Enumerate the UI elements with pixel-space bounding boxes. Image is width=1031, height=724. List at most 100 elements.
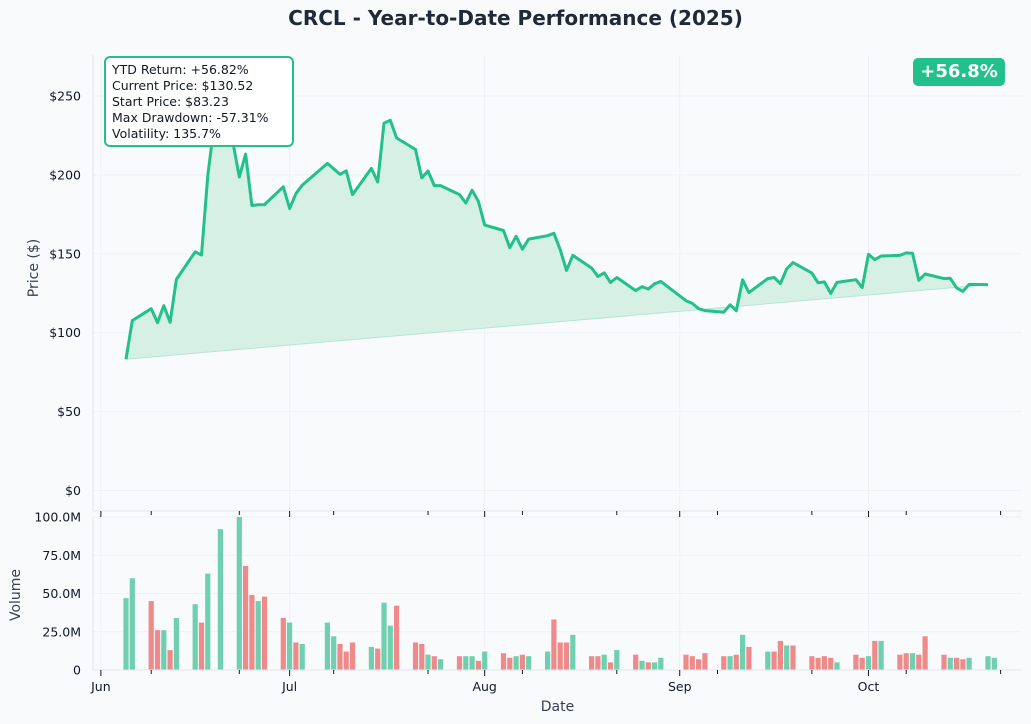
volume-bar <box>765 651 771 670</box>
volume-bar <box>696 659 702 670</box>
volume-bar <box>438 659 444 670</box>
volume-bar <box>337 644 343 670</box>
volume-bar <box>412 642 419 670</box>
volume-bar <box>387 625 393 670</box>
volume-bar <box>991 657 997 670</box>
volume-tick-label: 0 <box>73 663 81 678</box>
volume-bar <box>349 642 356 670</box>
volume-bar <box>897 654 903 670</box>
price-tick-label: $50 <box>57 404 81 419</box>
volume-bar <box>639 660 645 670</box>
price-tick-label: $150 <box>49 246 81 261</box>
price-line <box>124 73 989 360</box>
volume-bar <box>607 662 614 670</box>
volume-bar <box>519 654 525 670</box>
current-price-text: Current Price: $130.52 <box>112 78 254 93</box>
volume-bar <box>482 651 488 670</box>
volume-bar <box>154 630 161 670</box>
volume-bar <box>255 601 261 670</box>
volume-bar <box>790 645 796 670</box>
date-tick-label: Jul <box>281 679 297 694</box>
ytd-return-text: YTD Return: +56.82% <box>112 62 249 77</box>
volume-bar <box>859 657 865 670</box>
max-drawdown-text: Max Drawdown: -57.31% <box>112 110 269 125</box>
volume-bar <box>324 622 330 670</box>
volume-bar <box>551 619 557 670</box>
volume-bar <box>456 656 463 670</box>
volume-bar <box>909 653 916 670</box>
volume-bar <box>941 654 947 670</box>
price-axis-label: Price ($) <box>26 239 42 297</box>
date-tick-label: Jun <box>90 679 111 694</box>
stats-box: YTD Return: +56.82% Current Price: $130.… <box>104 56 294 147</box>
volume-bar <box>922 636 928 670</box>
volume-bar <box>419 644 425 670</box>
volume-bar <box>633 654 639 670</box>
volume-axis-label: Volume <box>8 569 24 621</box>
volume-bar <box>903 653 909 670</box>
volume-bar <box>947 657 953 670</box>
volume-bar <box>916 654 922 670</box>
volume-tick-label: 75.0M <box>42 548 81 563</box>
volume-bar <box>463 656 469 670</box>
volume-tick-label: 100.0M <box>34 510 81 525</box>
volume-bar <box>261 596 268 670</box>
volume-bar <box>563 642 570 670</box>
volume-bar <box>545 651 551 670</box>
volume-bar <box>343 651 349 670</box>
volume-bar <box>243 566 249 670</box>
volume-bar <box>985 656 991 670</box>
volume-bar <box>683 654 689 670</box>
price-tick-label: $250 <box>49 89 81 104</box>
volume-bar <box>287 622 293 670</box>
volume-bar <box>148 601 154 670</box>
volume-tick-label: 25.0M <box>42 624 81 639</box>
volume-bar <box>123 598 129 670</box>
volume-bar <box>217 529 223 670</box>
volume-bar <box>865 656 872 670</box>
volume-bar <box>689 656 695 670</box>
volume-bar <box>733 654 739 670</box>
volume-bar <box>198 622 205 670</box>
volume-bar <box>381 602 387 670</box>
volume-tick-label: 50.0M <box>42 586 81 601</box>
volume-bar <box>513 656 519 670</box>
volume-bar <box>331 636 337 670</box>
volume-bar <box>192 604 198 670</box>
volume-bar <box>966 657 972 670</box>
volume-bar <box>746 647 752 670</box>
volume-bar <box>702 653 708 670</box>
volume-bar <box>425 654 431 670</box>
volume-bar <box>167 650 173 670</box>
volume-bar <box>721 656 727 670</box>
volume-bar <box>821 656 827 670</box>
volume-bar <box>236 517 242 670</box>
volatility-text: Volatility: 135.7% <box>112 126 221 141</box>
volume-bar <box>872 640 878 670</box>
price-tick-label: $100 <box>49 325 81 340</box>
volume-bar <box>595 656 601 670</box>
volume-bar <box>557 642 563 670</box>
volume-bar <box>500 653 507 670</box>
volume-bar <box>828 657 834 670</box>
volume-bar <box>645 662 651 670</box>
price-tick-label: $0 <box>65 483 81 498</box>
volume-bar <box>652 662 658 670</box>
volume-bar <box>469 656 475 670</box>
volume-bar <box>173 618 179 670</box>
volume-bar <box>809 656 815 670</box>
price-tick-label: $200 <box>49 167 81 182</box>
chart-title: CRCL - Year-to-Date Performance (2025) <box>288 6 743 30</box>
volume-bar <box>658 657 664 670</box>
volume-bar <box>280 618 286 670</box>
volume-bar <box>526 656 532 670</box>
volume-bar <box>853 654 859 670</box>
volume-bar <box>375 648 381 670</box>
volume-bar <box>954 657 960 670</box>
volume-bar <box>771 651 777 670</box>
volume-bar <box>960 659 966 670</box>
volume-bar <box>129 578 135 670</box>
volume-bar <box>205 573 211 670</box>
volume-bar <box>815 657 821 670</box>
